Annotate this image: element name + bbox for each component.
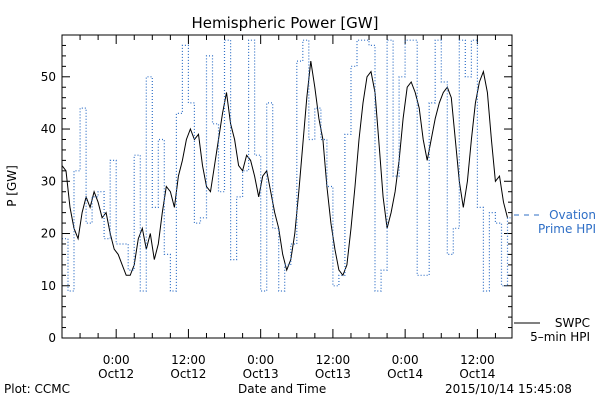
y-tick-label: 0 bbox=[48, 331, 56, 345]
footer-timestamp: 2015/10/14 15:45:08 bbox=[445, 382, 572, 396]
x-tick-hour-label: 12:00 bbox=[460, 353, 495, 367]
x-tick-day-label: Oct14 bbox=[387, 367, 423, 381]
legend-swpc-label: SWPC bbox=[555, 316, 590, 330]
x-tick-hour-label: 0:00 bbox=[103, 353, 130, 367]
series-swpc-5min-hpi bbox=[61, 61, 508, 277]
footer-axis-title: Date and Time bbox=[238, 382, 327, 396]
x-tick-day-label: Oct12 bbox=[98, 367, 134, 381]
y-tick-label: 30 bbox=[41, 174, 56, 188]
footer-credit: Plot: CCMC bbox=[4, 382, 70, 396]
y-tick-label: 50 bbox=[41, 70, 56, 84]
y-tick-label: 20 bbox=[41, 227, 56, 241]
x-tick-day-label: Oct12 bbox=[170, 367, 206, 381]
series-ovation-prime-hpi bbox=[62, 39, 512, 292]
x-tick-hour-label: 12:00 bbox=[316, 353, 351, 367]
x-tick-day-label: Oct14 bbox=[459, 367, 495, 381]
x-tick-hour-label: 0:00 bbox=[392, 353, 419, 367]
x-tick-day-label: Oct13 bbox=[243, 367, 279, 381]
x-tick-hour-label: 12:00 bbox=[171, 353, 206, 367]
chart-title: Hemispheric Power [GW] bbox=[192, 14, 379, 32]
y-tick-label: 10 bbox=[41, 279, 56, 293]
legend-swpc-label-2: 5–min HPI bbox=[530, 330, 590, 344]
y-axis-label: P [GW] bbox=[5, 165, 19, 207]
x-tick-hour-label: 0:00 bbox=[247, 353, 274, 367]
x-axis-ticks: 0:00Oct1212:00Oct120:00Oct1312:00Oct130:… bbox=[61, 35, 496, 381]
legend-ovation-label: Ovation bbox=[549, 208, 596, 222]
y-axis-ticks: 0 10 20 30 40 50 bbox=[41, 44, 512, 345]
y-tick-label: 40 bbox=[41, 122, 56, 136]
plot-frame bbox=[61, 34, 513, 339]
legend-ovation-label-2: Prime HPI bbox=[538, 222, 596, 236]
series-layer bbox=[61, 39, 512, 292]
x-tick-day-label: Oct13 bbox=[315, 367, 351, 381]
